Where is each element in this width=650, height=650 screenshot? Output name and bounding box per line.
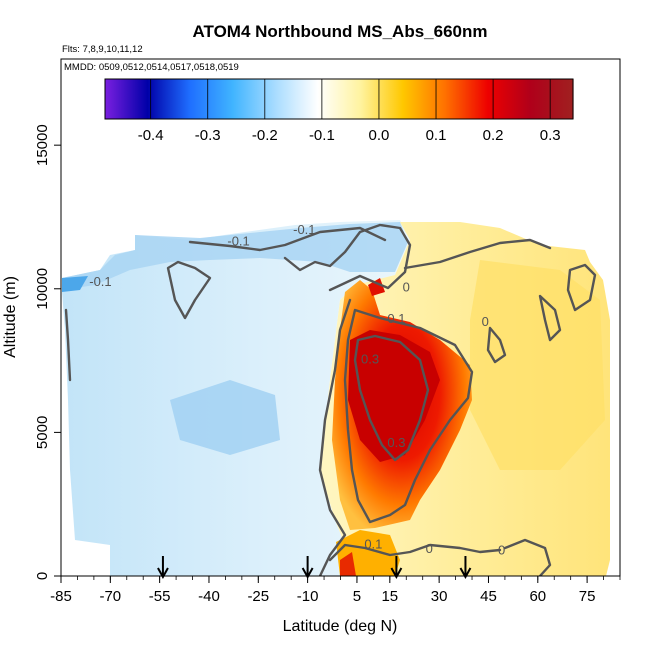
y-axis: 0 5000 10000 15000 bbox=[34, 124, 61, 580]
contour-label: -0.1 bbox=[227, 234, 249, 249]
contour-label: 0.3 bbox=[361, 351, 379, 366]
colorbar-ticks: -0.4 -0.3 -0.2 -0.1 0.0 0.1 0.2 0.3 bbox=[138, 79, 561, 144]
colorbar-tick-label: 0.2 bbox=[483, 127, 504, 144]
contour-label-layer: -0.1 -0.1 -0.1 0 0.1 0.3 0.3 0 0.1 0 0 bbox=[89, 222, 505, 557]
y-axis-title: Altitude (m) bbox=[2, 276, 19, 358]
heatmap-red-top bbox=[368, 278, 385, 296]
contour-label: 0.3 bbox=[387, 435, 405, 450]
profile-marker-arrow bbox=[390, 556, 403, 580]
heatmap-north-deep-yellow bbox=[470, 260, 605, 470]
contour-label: -0.1 bbox=[293, 222, 315, 237]
x-tick-label: -40 bbox=[198, 588, 220, 605]
x-tick-label: -70 bbox=[99, 588, 121, 605]
contour-zero-main bbox=[283, 223, 552, 576]
heatmap-field bbox=[62, 220, 610, 576]
colorbar-tick-label: 0.3 bbox=[540, 127, 561, 144]
x-tick-label: 60 bbox=[529, 588, 546, 605]
profile-markers bbox=[157, 556, 472, 580]
contour-south-edge bbox=[64, 308, 72, 382]
x-tick-label: -10 bbox=[297, 588, 319, 605]
colorbar-tick-label: -0.3 bbox=[195, 127, 221, 144]
colorbar-tick-label: -0.1 bbox=[309, 127, 335, 144]
x-tick-label: -85 bbox=[50, 588, 72, 605]
x-tick-label: 30 bbox=[431, 588, 448, 605]
contour-label: 0 bbox=[482, 314, 489, 329]
chart-title: ATOM4 Northbound MS_Abs_660nm bbox=[192, 22, 487, 41]
contour-positive-0.1 bbox=[343, 308, 474, 524]
heatmap-mid-blue-patch bbox=[170, 380, 280, 455]
heatmap-south-blue-patch bbox=[62, 276, 88, 292]
contour-north-zero-right bbox=[486, 326, 507, 364]
contour-north-zero-far bbox=[538, 294, 562, 342]
contour-surface-right bbox=[503, 538, 552, 576]
contour-label: 0.1 bbox=[387, 311, 405, 326]
colorbar-tick-label: 0.1 bbox=[426, 127, 447, 144]
colorbar-fill bbox=[105, 79, 574, 119]
colorbar-tick-label: 0.0 bbox=[369, 127, 390, 144]
contour-north-east bbox=[566, 263, 597, 312]
heatmap-south-upper-band bbox=[62, 222, 408, 290]
x-tick-label: 75 bbox=[579, 588, 596, 605]
y-tick-label: 15000 bbox=[34, 124, 51, 166]
profile-marker-arrow bbox=[157, 556, 169, 580]
x-tick-label: -55 bbox=[149, 588, 171, 605]
colorbar-body bbox=[104, 78, 574, 120]
colorbar-gradient bbox=[105, 79, 573, 119]
y-tick-label: 10000 bbox=[34, 268, 51, 310]
x-axis-title: Latitude (deg N) bbox=[283, 618, 398, 635]
x-tick-label: 15 bbox=[381, 588, 398, 605]
colorbar-tick-label: -0.2 bbox=[252, 127, 278, 144]
x-tick-label: 45 bbox=[480, 588, 497, 605]
heatmap-surface-red bbox=[340, 552, 356, 576]
y-tick-label: 5000 bbox=[34, 416, 51, 449]
contour-surface-left bbox=[328, 543, 502, 562]
x-tick-label: -25 bbox=[247, 588, 269, 605]
y-tick-label: 0 bbox=[34, 572, 51, 580]
contour-label: -0.1 bbox=[89, 274, 111, 289]
contour-label: 0 bbox=[498, 542, 505, 557]
contour-label: 0 bbox=[426, 541, 433, 556]
contour-label: 0 bbox=[403, 280, 410, 295]
colorbar: -0.4 -0.3 -0.2 -0.1 0.0 0.1 0.2 0.3 bbox=[104, 78, 574, 144]
contour-lines bbox=[64, 223, 597, 576]
x-axis: -85 -70 -55 -40 -25 -10 5 15 30 45 60 75 bbox=[50, 576, 621, 605]
x-tick-label: 5 bbox=[353, 588, 361, 605]
contour-positive-0.3 bbox=[353, 334, 430, 462]
contour-southern-loop bbox=[166, 260, 212, 320]
colorbar-tick-label: -0.4 bbox=[138, 127, 164, 144]
profile-marker-arrow bbox=[459, 556, 472, 580]
dates-note: MMDD: 0509,0512,0514,0517,0518,0519 bbox=[64, 62, 239, 73]
contour-label: 0.1 bbox=[364, 537, 382, 552]
contour-negative-upper bbox=[188, 226, 387, 252]
profile-marker-arrow bbox=[301, 556, 314, 580]
flights-note: Flts: 7,8,9,10,11,12 bbox=[62, 44, 143, 55]
